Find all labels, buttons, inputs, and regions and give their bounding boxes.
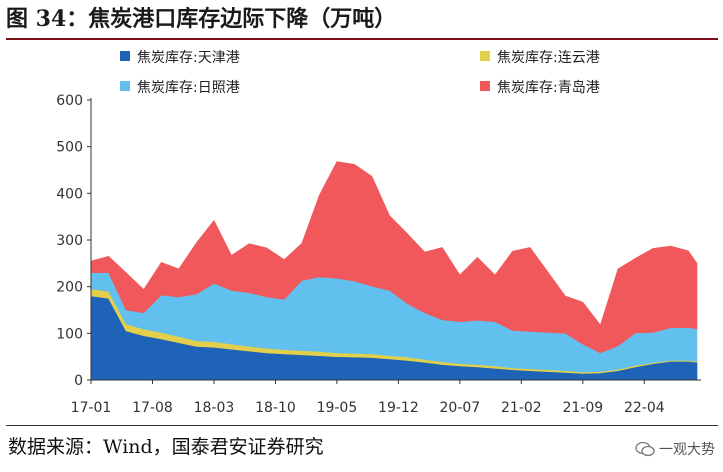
- legend-label: 焦炭库存:日照港: [137, 80, 240, 96]
- legend-swatch: [120, 81, 130, 91]
- legend-label: 焦炭库存:连云港: [497, 50, 600, 66]
- legend-swatch: [480, 81, 490, 91]
- area-series-4: [90, 161, 698, 354]
- legend-swatch: [120, 51, 130, 61]
- source-divider: [6, 425, 718, 426]
- watermark: 一观大势: [635, 436, 715, 462]
- x-tick-label: 21-02: [501, 400, 542, 416]
- x-tick-label: 20-07: [440, 400, 481, 416]
- x-tick-label: 22-04: [624, 400, 665, 416]
- legend-label: 焦炭库存:青岛港: [497, 80, 600, 96]
- source-note: 数据来源：Wind，国泰君安证券研究: [8, 436, 324, 458]
- y-tick-label: 100: [56, 326, 83, 342]
- y-tick-label: 600: [56, 93, 83, 109]
- legend-label: 焦炭库存:天津港: [137, 50, 240, 66]
- x-tick-label: 19-12: [378, 400, 419, 416]
- x-tick-label: 19-05: [317, 400, 358, 416]
- y-tick-label: 200: [56, 280, 83, 296]
- stacked-area-chart: 0 100 200 300 400 500 600 17-01 17-08 18-03 18-10 1…: [56, 50, 701, 416]
- axes-group: 0 100 200 300 400 500 600 17-01 17-08 18-03 18-10 1…: [56, 93, 701, 416]
- x-tick-label: 18-10: [255, 400, 296, 416]
- figure-title: 图 34：焦炭港口库存边际下降（万吨）: [6, 6, 397, 32]
- x-tick-label: 17-08: [132, 400, 173, 416]
- x-tick-label: 21-09: [562, 400, 603, 416]
- y-tick-label: 500: [56, 140, 83, 156]
- watermark-text: 一观大势: [659, 442, 715, 458]
- area-series-group: [90, 161, 698, 381]
- x-tick-label: 18-03: [194, 400, 235, 416]
- y-tick-label: 300: [56, 233, 83, 249]
- y-tick-label: 0: [74, 373, 83, 389]
- wechat-icon: [635, 441, 655, 457]
- y-tick-label: 400: [56, 186, 83, 202]
- x-tick-label: 17-01: [71, 400, 112, 416]
- title-underline: [6, 38, 718, 40]
- legend-swatch: [480, 51, 490, 61]
